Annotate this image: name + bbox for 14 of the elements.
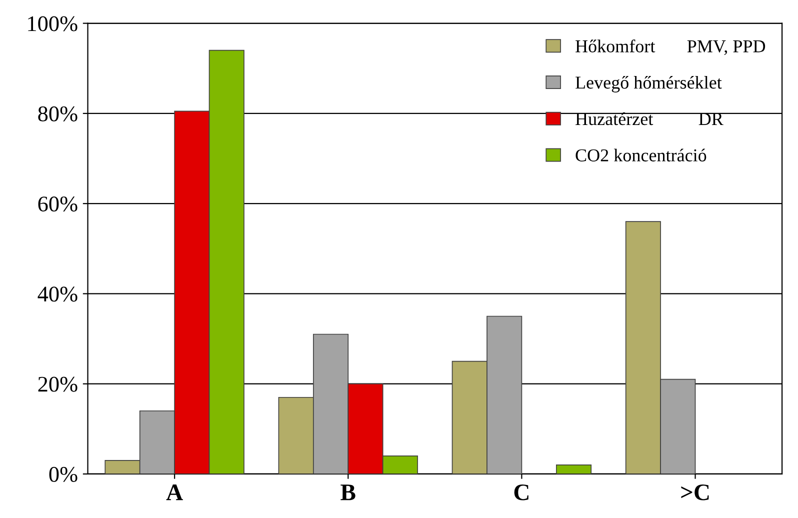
x-tick-label: B: [340, 484, 356, 500]
legend-label: Hőkomfort PMV, PPD: [576, 39, 766, 55]
x-tick-label: C: [514, 484, 528, 500]
x-tick-label: A: [166, 484, 183, 500]
y-tick-label: 100%: [28, 16, 78, 32]
x-tick-label: >C: [681, 484, 709, 500]
y-tick-label: 80%: [38, 106, 78, 122]
bar: [556, 464, 592, 474]
y-tick-label: 60%: [38, 196, 78, 212]
y-tick-label: 40%: [38, 286, 78, 302]
y-tick-label: 20%: [38, 376, 78, 392]
legend-label: CO2 koncentráció: [576, 148, 706, 162]
legend-label: Levegő hőmérséklet: [576, 76, 722, 92]
y-tick-label: 0%: [49, 466, 78, 482]
